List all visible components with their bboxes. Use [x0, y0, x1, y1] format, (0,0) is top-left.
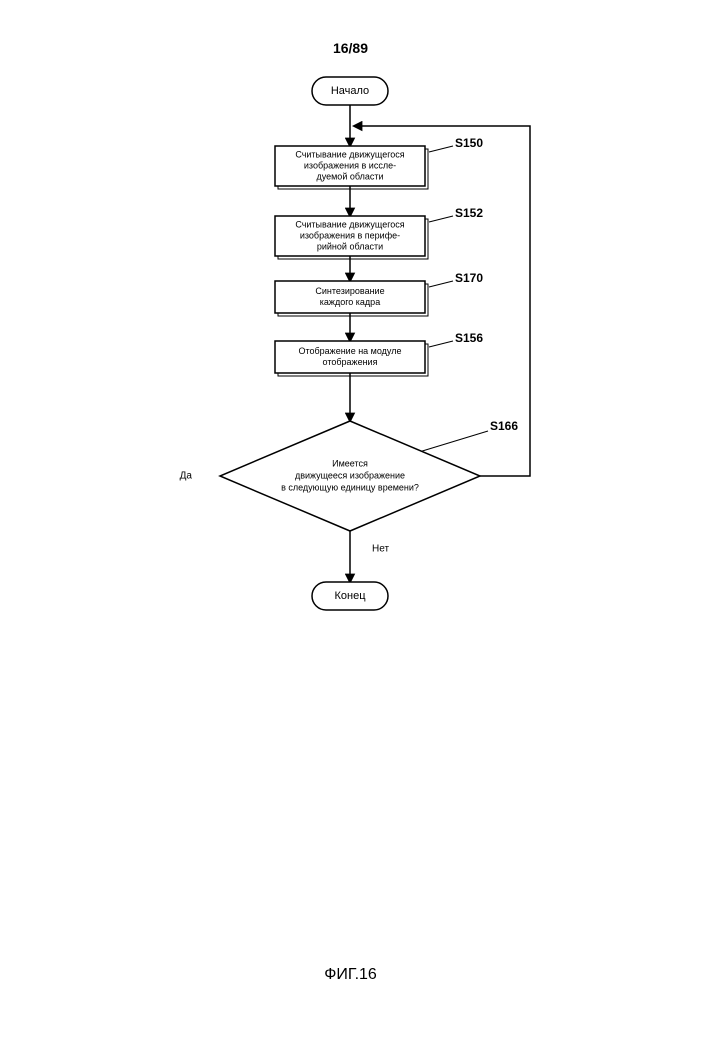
- svg-text:S156: S156: [455, 331, 483, 345]
- svg-text:движущееся изображение: движущееся изображение: [295, 470, 405, 480]
- svg-text:S152: S152: [455, 206, 483, 220]
- svg-text:каждого кадра: каждого кадра: [320, 297, 380, 307]
- svg-text:Конец: Конец: [334, 590, 366, 602]
- page-number: 16/89: [0, 40, 701, 56]
- svg-text:Да: Да: [180, 471, 193, 482]
- svg-text:S166: S166: [490, 419, 518, 433]
- svg-text:Считывание движущегося: Считывание движущегося: [295, 149, 404, 159]
- svg-text:дуемой области: дуемой области: [316, 171, 383, 181]
- svg-text:изображения в иссле-: изображения в иссле-: [304, 160, 396, 170]
- svg-text:Имеется: Имеется: [332, 458, 368, 468]
- svg-text:отображения: отображения: [323, 357, 378, 367]
- svg-text:Нет: Нет: [372, 544, 389, 555]
- flowchart-diagram: НачалоСчитывание движущегосяизображения …: [0, 56, 701, 956]
- svg-text:Синтезирование: Синтезирование: [315, 286, 384, 296]
- svg-text:изображения в перифе-: изображения в перифе-: [300, 230, 400, 240]
- figure-caption: ФИГ.16: [0, 966, 701, 984]
- svg-text:рийной области: рийной области: [317, 241, 383, 251]
- svg-text:Считывание движущегося: Считывание движущегося: [295, 219, 404, 229]
- svg-text:в следующую единицу времени?: в следующую единицу времени?: [281, 482, 419, 492]
- svg-text:Отображение на модуле: Отображение на модуле: [298, 346, 401, 356]
- svg-text:Начало: Начало: [331, 85, 369, 97]
- svg-text:S170: S170: [455, 271, 483, 285]
- svg-text:S150: S150: [455, 136, 483, 150]
